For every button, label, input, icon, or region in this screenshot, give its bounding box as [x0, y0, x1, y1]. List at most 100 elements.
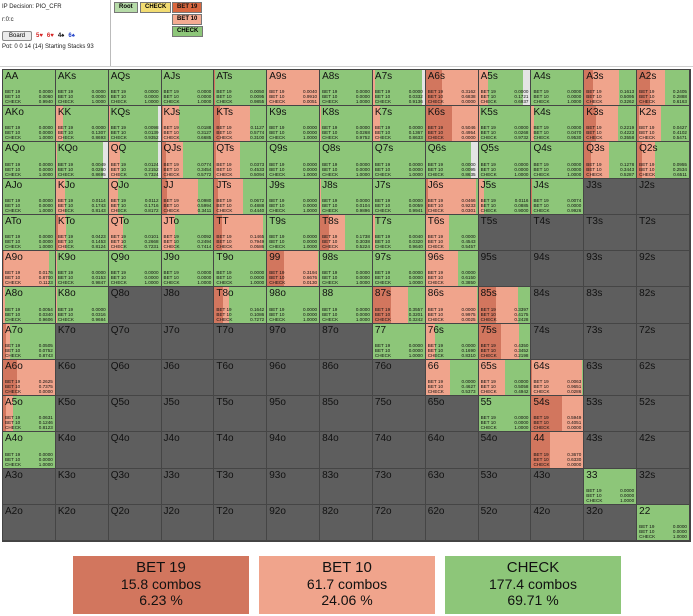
hand-cell-q9o[interactable]: BET 19 0.0000 BET 10 0.0000 CHECK 1.0000 Q9o: [108, 251, 162, 288]
hand-cell-a8s[interactable]: BET 19 0.0000 BET 10 0.0000 CHECK 1.0000 A8s: [320, 70, 373, 107]
hand-cell-q4s[interactable]: BET 19 0.0000 BET 10 0.0000 CHECK 1.0000 Q4s: [531, 142, 585, 179]
hand-cell-k7s[interactable]: BET 19 0.0000 BET 10 0.1367 CHECK 0.8633 K7s: [372, 106, 426, 143]
hand-cell-a8o[interactable]: BET 19 0.0054 BET 10 0.0340 CHECK 0.9606 A8o: [3, 287, 56, 324]
hand-cell-qjs[interactable]: BET 19 0.0774 BET 10 0.3454 CHECK 0.5772 QJs: [161, 142, 215, 179]
hand-cell-t4o[interactable]: T4o: [214, 432, 268, 469]
nav-root-button[interactable]: Root: [114, 2, 138, 13]
hand-cell-kts[interactable]: BET 19 0.1127 BET 10 0.5774 CHECK 0.3100 KTs: [214, 106, 268, 143]
hand-cell-82s[interactable]: 82s: [637, 287, 690, 324]
hand-cell-52s[interactable]: 52s: [637, 396, 690, 433]
hand-cell-qto[interactable]: BET 19 0.0101 BET 10 0.2668 CHECK 0.7231 QTo: [108, 214, 162, 252]
hand-cell-q6o[interactable]: Q6o: [108, 359, 162, 397]
hand-cell-93s[interactable]: 93s: [584, 251, 638, 288]
hand-cell-a3o[interactable]: A3o: [3, 468, 56, 505]
hand-cell-97s[interactable]: BET 19 0.0000 BET 10 0.0000 CHECK 1.0000 97s: [372, 251, 426, 288]
hand-cell-q8s[interactable]: BET 19 0.0000 BET 10 0.0000 CHECK 1.0000 Q8s: [320, 142, 373, 179]
hand-cell-88[interactable]: BET 19 0.0000 BET 10 0.0000 CHECK 1.0000 88: [320, 287, 373, 324]
hand-cell-kqs[interactable]: BET 19 0.0098 BET 10 0.0139 CHECK 0.9352 KQs: [108, 106, 162, 143]
hand-cell-82o[interactable]: 82o: [320, 504, 373, 541]
hand-cell-q9s[interactable]: BET 19 0.0000 BET 10 0.0000 CHECK 1.0000 Q9s: [267, 142, 321, 179]
hand-cell-jj[interactable]: BET 19 0.0980 BET 10 0.5994 CHECK 0.3411 JJ: [161, 178, 215, 215]
hand-cell-a4s[interactable]: BET 19 0.0000 BET 10 0.0000 CHECK 1.0000 A4s: [531, 70, 585, 107]
hand-cell-63s[interactable]: 63s: [584, 359, 638, 397]
hand-cell-j7s[interactable]: BET 19 0.0000 BET 10 0.0059 CHECK 0.9941 J7s: [372, 178, 426, 215]
hand-cell-aks[interactable]: BET 19 0.0000 BET 10 0.0000 CHECK 1.0000 AKs: [55, 70, 109, 107]
hand-cell-q8o[interactable]: Q8o: [108, 287, 162, 324]
hand-cell-j8o[interactable]: J8o: [161, 287, 215, 324]
hand-cell-55[interactable]: BET 19 0.0000 BET 10 0.0000 CHECK 1.0000 55: [478, 396, 532, 433]
hand-cell-jts[interactable]: BET 19 0.0672 BET 10 0.4888 CHECK 0.4440 JTs: [214, 178, 268, 215]
hand-cell-aa[interactable]: BET 19 0.0000 BET 10 0.0060 CHECK 0.9940 AA: [3, 70, 56, 107]
hand-cell-65s[interactable]: BET 19 0.0000 BET 10 0.5058 CHECK 0.4942 65s: [478, 359, 532, 397]
hand-cell-52o[interactable]: 52o: [478, 504, 532, 541]
hand-cell-ats[interactable]: BET 19 0.0050 BET 10 0.0095 CHECK 0.9855 ATs: [214, 70, 268, 107]
hand-cell-j7o[interactable]: J7o: [161, 323, 215, 360]
hand-cell-j6s[interactable]: BET 19 0.0466 BET 10 0.9233 CHECK 0.0301 J6s: [425, 178, 479, 215]
hand-cell-t2o[interactable]: T2o: [214, 504, 268, 541]
hand-cell-a6s[interactable]: BET 19 0.3162 BET 10 0.6838 CHECK 0.0000 A6s: [425, 70, 479, 107]
hand-cell-ajo[interactable]: BET 19 0.0000 BET 10 0.0000 CHECK 1.0000 AJo: [3, 178, 56, 215]
hand-cell-t5s[interactable]: T5s: [478, 214, 532, 252]
hand-cell-42s[interactable]: 42s: [637, 432, 690, 469]
hand-cell-t9o[interactable]: BET 19 0.0000 BET 10 0.0000 CHECK 1.0000 T9o: [214, 251, 268, 288]
hand-cell-k6s[interactable]: BET 19 0.5046 BET 10 0.4954 CHECK 0.0000 K6s: [425, 106, 479, 143]
hand-cell-62s[interactable]: 62s: [637, 359, 690, 397]
hand-cell-66[interactable]: BET 19 0.0000 BET 10 0.4627 CHECK 0.5373 66: [425, 359, 479, 397]
hand-cell-33[interactable]: BET 19 0.0000 BET 10 0.0000 CHECK 1.0000 33: [584, 468, 638, 505]
hand-cell-j2o[interactable]: J2o: [161, 504, 215, 541]
nav-check2-button[interactable]: CHECK: [172, 26, 204, 37]
hand-cell-74o[interactable]: 74o: [372, 432, 426, 469]
hand-cell-k9s[interactable]: BET 19 0.0000 BET 10 0.0000 CHECK 1.0000 K9s: [267, 106, 321, 143]
hand-cell-t9s[interactable]: BET 19 0.0000 BET 10 0.0000 CHECK 1.0000 T9s: [267, 214, 321, 252]
hand-cell-k7o[interactable]: K7o: [55, 323, 109, 360]
hand-cell-ato[interactable]: BET 19 0.0000 BET 10 0.0000 CHECK 1.0000 ATo: [3, 214, 56, 252]
hand-cell-64s[interactable]: BET 19 0.0063 BET 10 0.9651 CHECK 0.0286 64s: [531, 359, 585, 397]
hand-cell-32o[interactable]: 32o: [584, 504, 638, 541]
hand-cell-a4o[interactable]: BET 19 0.0000 BET 10 0.0000 CHECK 1.0000 A4o: [3, 432, 56, 469]
hand-cell-k4s[interactable]: BET 19 0.0000 BET 10 0.0470 CHECK 0.9530 K4s: [531, 106, 585, 143]
hand-cell-k8s[interactable]: BET 19 0.0000 BET 10 0.0268 CHECK 0.9752 K8s: [320, 106, 373, 143]
hand-cell-tt[interactable]: BET 19 0.1465 BET 10 0.7949 CHECK 0.0586 TT: [214, 214, 268, 252]
hand-cell-94o[interactable]: 94o: [267, 432, 321, 469]
hand-cell-84s[interactable]: 84s: [531, 287, 585, 324]
hand-cell-98s[interactable]: BET 19 0.0000 BET 10 0.0000 CHECK 1.0000 98s: [320, 251, 373, 288]
hand-cell-t2s[interactable]: T2s: [637, 214, 690, 252]
hand-cell-65o[interactable]: 65o: [425, 396, 479, 433]
hand-cell-k5s[interactable]: BET 19 0.0000 BET 10 0.0268 CHECK 0.9732 K5s: [478, 106, 532, 143]
hand-cell-43o[interactable]: 43o: [531, 468, 585, 505]
hand-cell-83o[interactable]: 83o: [320, 468, 373, 505]
hand-cell-t6o[interactable]: T6o: [214, 359, 268, 397]
hand-cell-98o[interactable]: BET 19 0.0000 BET 10 0.0000 CHECK 1.0000 98o: [267, 287, 321, 324]
hand-cell-99[interactable]: BET 19 0.3194 BET 10 0.6676 CHECK 0.0130 99: [267, 251, 321, 288]
hand-cell-a7s[interactable]: BET 19 0.0000 BET 10 0.0332 CHECK 0.9136 A7s: [372, 70, 426, 107]
hand-cell-76s[interactable]: BET 19 0.0000 BET 10 0.1690 CHECK 0.8310 76s: [425, 323, 479, 360]
hand-cell-a5s[interactable]: BET 19 0.0000 BET 10 0.1721 CHECK 0.6937 A5s: [478, 70, 532, 107]
hand-cell-44[interactable]: BET 19 0.3670 BET 10 0.6330 CHECK 0.0000 44: [531, 432, 585, 469]
hand-cell-86o[interactable]: 86o: [320, 359, 373, 397]
hand-cell-a2o[interactable]: A2o: [3, 504, 56, 541]
hand-cell-22[interactable]: BET 19 0.0000 BET 10 0.0000 CHECK 1.0000 22: [637, 504, 690, 541]
hand-cell-63o[interactable]: 63o: [425, 468, 479, 505]
hand-cell-k9o[interactable]: BET 19 0.0000 BET 10 0.0153 CHECK 0.9847 K9o: [55, 251, 109, 288]
hand-cell-q6s[interactable]: BET 19 0.0000 BET 10 0.0095 CHECK 0.8635 Q6s: [425, 142, 479, 179]
hand-cell-t7s[interactable]: BET 19 0.0040 BET 10 0.0320 CHECK 0.9640 T7s: [372, 214, 426, 252]
hand-cell-q2s[interactable]: BET 19 0.0955 BET 10 0.2534 CHECK 0.6511 Q2s: [637, 142, 690, 179]
hand-cell-72o[interactable]: 72o: [372, 504, 426, 541]
hand-cell-94s[interactable]: 94s: [531, 251, 585, 288]
hand-cell-53s[interactable]: 53s: [584, 396, 638, 433]
hand-cell-t8o[interactable]: BET 19 0.1642 BET 10 0.1086 CHECK 0.7272 T8o: [214, 287, 268, 324]
hand-cell-q4o[interactable]: Q4o: [108, 432, 162, 469]
hand-cell-aqo[interactable]: BET 19 0.0000 BET 10 0.0000 CHECK 1.0000 AQo: [3, 142, 56, 179]
hand-cell-95o[interactable]: 95o: [267, 396, 321, 433]
hand-cell-q3o[interactable]: Q3o: [108, 468, 162, 505]
hand-cell-73o[interactable]: 73o: [372, 468, 426, 505]
hand-cell-ako[interactable]: BET 19 0.0000 BET 10 0.0000 CHECK 1.0000 AKo: [3, 106, 56, 143]
hand-cell-ajs[interactable]: BET 19 0.0000 BET 10 0.0000 CHECK 1.0000 AJs: [161, 70, 215, 107]
hand-cell-96s[interactable]: BET 19 0.0000 BET 10 0.6150 CHECK 0.3850 96s: [425, 251, 479, 288]
hand-cell-92o[interactable]: 92o: [267, 504, 321, 541]
hand-cell-t4s[interactable]: T4s: [531, 214, 585, 252]
hand-cell-t3o[interactable]: T3o: [214, 468, 268, 505]
hand-cell-74s[interactable]: 74s: [531, 323, 585, 360]
hand-cell-t5o[interactable]: T5o: [214, 396, 268, 433]
hand-cell-a9s[interactable]: BET 19 0.0040 BET 10 0.9910 CHECK 0.0051 A9s: [267, 70, 321, 107]
